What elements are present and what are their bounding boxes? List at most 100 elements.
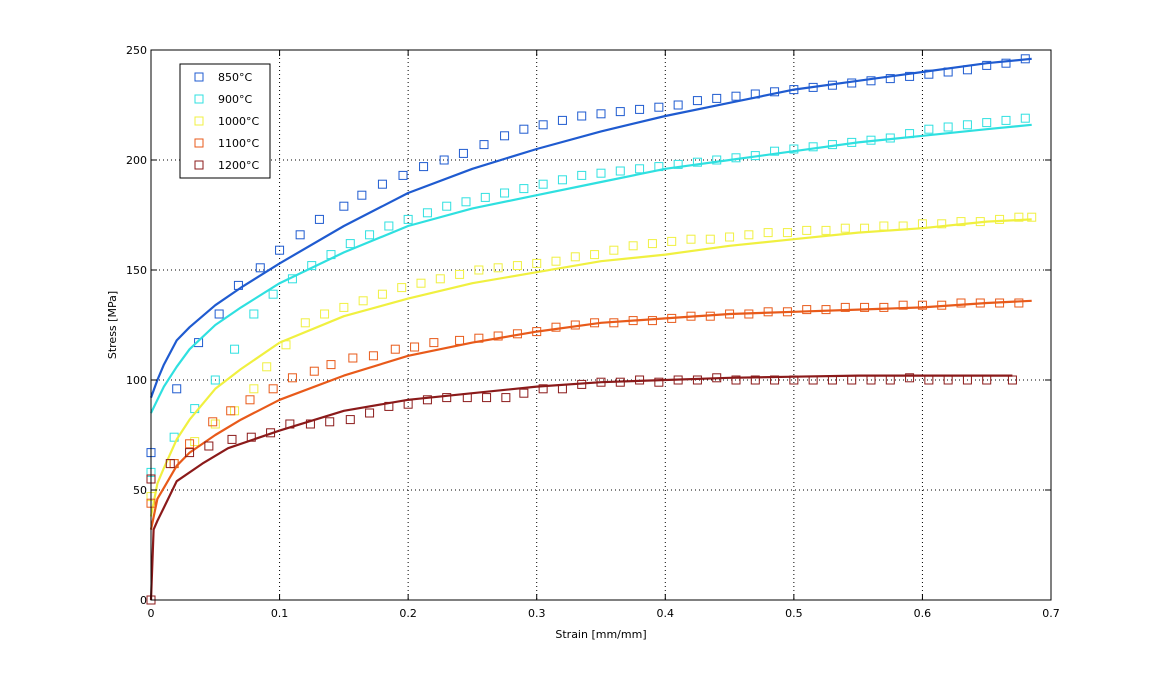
y-tick-label: 0 <box>140 594 147 607</box>
data-point <box>962 120 972 130</box>
data-point <box>808 142 818 152</box>
data-point <box>500 131 510 141</box>
data-point <box>744 309 754 319</box>
series-group <box>146 212 1037 517</box>
data-point <box>227 434 237 444</box>
data-point <box>365 408 375 418</box>
data-point <box>384 401 394 411</box>
data-point <box>750 89 760 99</box>
data-point <box>455 335 465 345</box>
data-point <box>214 309 224 319</box>
data-point <box>821 225 831 235</box>
data-point <box>285 419 295 429</box>
data-point <box>397 283 407 293</box>
legend-label: 1000°C <box>218 115 259 128</box>
data-point <box>924 124 934 134</box>
data-point <box>763 228 773 238</box>
data-point <box>937 300 947 310</box>
data-point <box>320 309 330 319</box>
x-axis-label: Strain [mm/mm] <box>555 628 646 641</box>
data-point <box>1014 212 1024 222</box>
data-point <box>654 102 664 112</box>
data-point <box>390 344 400 354</box>
data-point <box>667 313 677 323</box>
data-point <box>744 230 754 240</box>
data-point <box>770 146 780 156</box>
data-point <box>596 109 606 119</box>
data-point <box>590 318 600 328</box>
data-point <box>538 384 548 394</box>
data-point <box>577 111 587 121</box>
data-point <box>403 399 413 409</box>
data-point <box>975 298 985 308</box>
data-point <box>635 104 645 114</box>
data-point <box>1020 54 1030 64</box>
data-point <box>609 318 619 328</box>
series-group <box>146 373 1017 605</box>
data-point <box>975 217 985 227</box>
y-tick-label: 150 <box>126 264 147 277</box>
data-point <box>429 338 439 348</box>
data-point <box>712 93 722 103</box>
data-point <box>705 311 715 321</box>
series-group <box>146 113 1032 477</box>
y-tick-label: 50 <box>133 484 147 497</box>
data-point <box>226 406 236 416</box>
x-tick-label: 0.5 <box>785 607 803 620</box>
data-point <box>281 340 291 350</box>
data-point <box>731 153 741 163</box>
data-point <box>943 375 953 385</box>
data-point <box>789 144 799 154</box>
data-point <box>943 122 953 132</box>
data-point <box>532 327 542 337</box>
legend-marker <box>194 72 204 82</box>
data-point <box>647 316 657 326</box>
data-point <box>295 230 305 240</box>
data-point <box>326 250 336 260</box>
data-point <box>879 221 889 231</box>
data-point <box>802 305 812 315</box>
data-point <box>538 120 548 130</box>
data-point <box>956 298 966 308</box>
data-point <box>1027 212 1037 222</box>
data-point <box>577 379 587 389</box>
data-point <box>615 107 625 117</box>
y-tick-label: 250 <box>126 44 147 57</box>
data-point <box>590 250 600 260</box>
data-point <box>885 133 895 143</box>
legend-marker <box>194 94 204 104</box>
legend-label: 850°C <box>218 71 252 84</box>
data-point <box>233 280 243 290</box>
data-point <box>245 395 255 405</box>
data-point <box>246 432 256 442</box>
data-point <box>268 384 278 394</box>
data-point <box>827 140 837 150</box>
legend-label: 1100°C <box>218 137 259 150</box>
data-point <box>898 300 908 310</box>
data-point <box>493 331 503 341</box>
data-point <box>422 395 432 405</box>
data-point <box>898 221 908 231</box>
data-point <box>905 373 915 383</box>
data-point <box>905 71 915 81</box>
data-point <box>686 234 696 244</box>
data-point <box>538 179 548 189</box>
data-point <box>266 428 276 438</box>
data-point <box>847 137 857 147</box>
data-point <box>725 309 735 319</box>
data-point <box>802 225 812 235</box>
data-point <box>403 214 413 224</box>
data-point <box>924 69 934 79</box>
data-point <box>943 67 953 77</box>
legend-marker <box>194 160 204 170</box>
data-point <box>628 241 638 251</box>
data-point <box>551 322 561 332</box>
y-axis-label: Stress [MPa] <box>106 291 119 359</box>
data-point <box>287 274 297 284</box>
data-point <box>345 239 355 249</box>
data-point <box>482 393 492 403</box>
x-tick-label: 0.6 <box>914 607 932 620</box>
fit-line <box>149 374 1013 601</box>
data-point <box>532 258 542 268</box>
